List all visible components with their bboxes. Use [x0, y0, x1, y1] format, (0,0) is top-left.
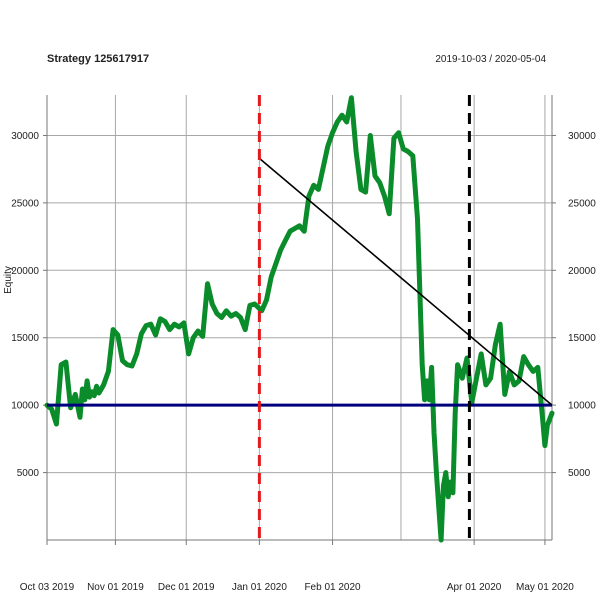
x-tick-label: Jan 01 2020 [232, 582, 287, 593]
axes: 5000 5000 10000 10000 15000 15000 20000 20000 25… [11, 95, 596, 593]
overlay-lines [47, 95, 553, 540]
date-range: 2019-10-03 / 2020-05-04 [435, 54, 546, 65]
y-tick-label-right: 30000 [568, 131, 596, 142]
y-tick-label-right: 25000 [568, 198, 596, 209]
x-tick-label: Oct 03 2019 [20, 582, 75, 593]
x-tick-label: Dec 01 2019 [158, 582, 215, 593]
chart-title: Strategy 125617917 [47, 53, 149, 65]
y-tick-label-left: 20000 [11, 266, 39, 277]
y-tick-label-right: 15000 [568, 333, 596, 344]
y-tick-label-left: 30000 [11, 131, 39, 142]
y-axis-label: Equity [3, 266, 14, 294]
x-tick-label: Feb 01 2020 [304, 582, 361, 593]
trend-line [258, 157, 553, 406]
y-tick-label-left: 5000 [17, 468, 40, 479]
y-tick-label-left: 15000 [11, 333, 39, 344]
y-tick-label-left: 25000 [11, 198, 39, 209]
x-tick-label: Apr 01 2020 [447, 582, 502, 593]
grid [46, 95, 552, 540]
equity-line [44, 95, 555, 543]
x-tick-label: Nov 01 2019 [87, 582, 144, 593]
x-tick-label: May 01 2020 [516, 582, 574, 593]
series-layer [44, 95, 555, 543]
y-tick-label-right: 20000 [568, 266, 596, 277]
y-tick-label-right: 5000 [568, 468, 591, 479]
y-tick-label-left: 10000 [11, 401, 39, 412]
y-tick-label-right: 10000 [568, 401, 596, 412]
